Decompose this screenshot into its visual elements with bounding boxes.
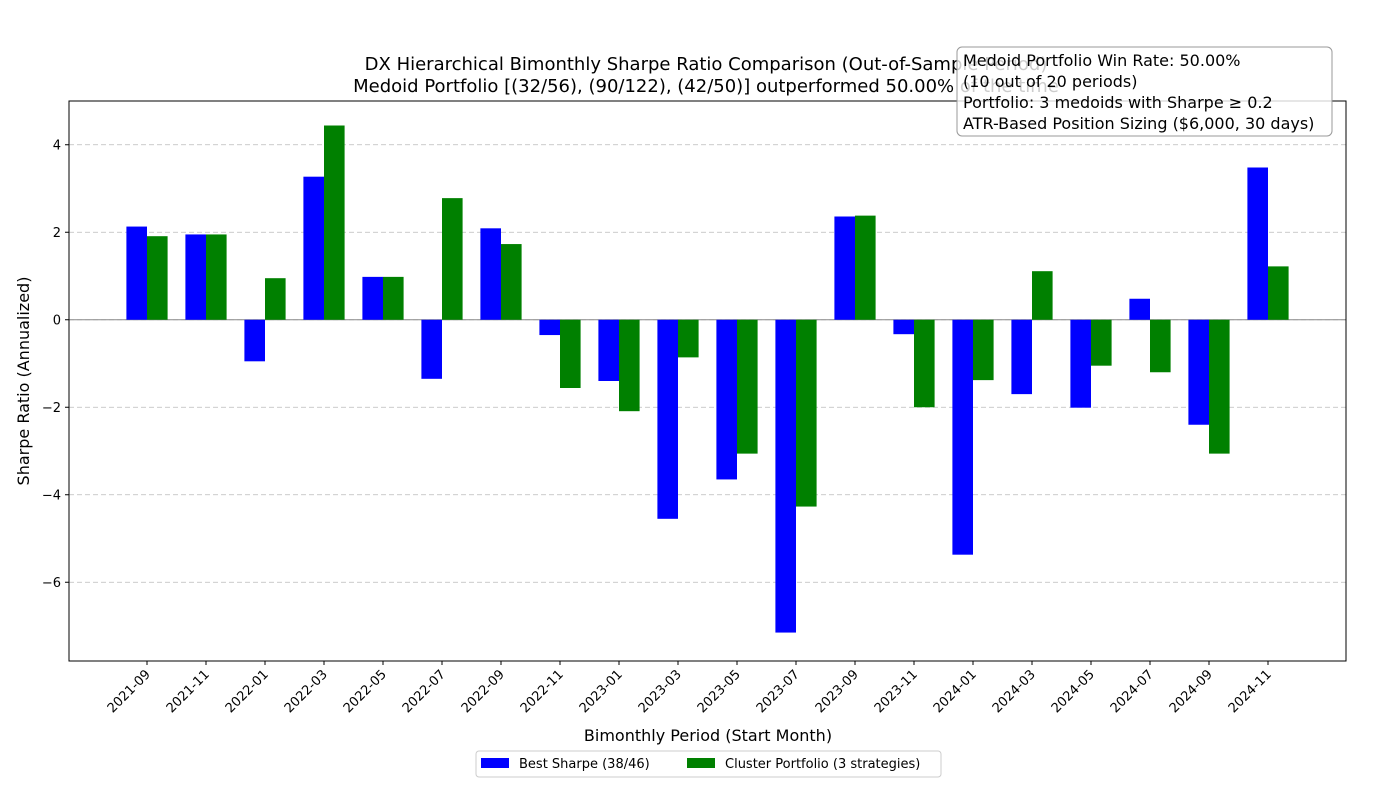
bar-best-sharpe-2024-07 (1129, 298, 1150, 320)
bar-cluster-portfolio-2022-05 (383, 276, 404, 320)
y-tick-label: −2 (42, 401, 61, 416)
bar-cluster-portfolio-2023-11 (914, 319, 935, 408)
bar-best-sharpe-2021-09 (126, 226, 147, 320)
y-tick-label: 2 (53, 226, 61, 241)
x-tick-label: 2024-03 (990, 667, 1039, 716)
bar-best-sharpe-2024-11 (1247, 167, 1268, 320)
x-tick-label: 2021-11 (164, 667, 213, 716)
bar-cluster-portfolio-2022-09 (501, 244, 522, 320)
annotation-line-1: Medoid Portfolio Win Rate: 50.00% (963, 51, 1241, 70)
x-tick-label: 2023-09 (813, 667, 862, 716)
x-tick-label: 2023-05 (695, 667, 744, 716)
x-tick-label: 2022-03 (282, 667, 331, 716)
bar-cluster-portfolio-2021-09 (147, 236, 168, 320)
annotation-line-2: (10 out of 20 periods) (963, 72, 1137, 91)
x-tick-label: 2021-09 (105, 667, 154, 716)
legend-swatch-cluster-portfolio (687, 758, 715, 768)
bar-best-sharpe-2023-09 (834, 216, 855, 320)
bar-best-sharpe-2022-09 (480, 228, 501, 320)
bar-best-sharpe-2022-07 (421, 319, 442, 379)
bar-cluster-portfolio-2024-05 (1091, 319, 1112, 366)
bar-best-sharpe-2022-01 (244, 319, 265, 362)
bar-cluster-portfolio-2023-05 (737, 319, 758, 454)
x-tick-label: 2023-03 (636, 667, 685, 716)
y-tick-label: −4 (42, 488, 61, 503)
chart-title: DX Hierarchical Bimonthly Sharpe Ratio C… (365, 54, 1048, 75)
bar-cluster-portfolio-2023-07 (796, 319, 817, 507)
bar-cluster-portfolio-2024-09 (1209, 319, 1230, 454)
annotation-line-4: ATR-Based Position Sizing ($6,000, 30 da… (963, 114, 1314, 133)
bar-best-sharpe-2021-11 (185, 234, 206, 320)
plot-frame (68, 100, 1347, 662)
bar-best-sharpe-2024-01 (952, 319, 973, 555)
bars (126, 125, 1289, 633)
bar-cluster-portfolio-2024-03 (1032, 271, 1053, 320)
x-tick-label: 2022-07 (400, 667, 449, 716)
bar-best-sharpe-2022-11 (539, 319, 560, 336)
x-tick-label: 2022-11 (518, 667, 567, 716)
x-axis-ticks: 2021-09 2021-11 2022-01 2022-03 2022-05 2022-… (105, 661, 1275, 716)
bar-cluster-portfolio-2024-07 (1150, 319, 1171, 373)
x-tick-label: 2024-09 (1167, 667, 1216, 716)
bar-best-sharpe-2022-03 (303, 176, 324, 320)
bar-cluster-portfolio-2022-07 (442, 198, 463, 320)
bar-best-sharpe-2022-05 (362, 276, 383, 320)
bar-cluster-portfolio-2023-09 (855, 215, 876, 320)
bar-best-sharpe-2023-03 (657, 319, 678, 519)
x-tick-label: 2023-11 (872, 667, 921, 716)
bar-best-sharpe-2023-11 (893, 319, 914, 335)
x-tick-label: 2023-01 (577, 667, 626, 716)
annotation-frame (956, 46, 1333, 137)
x-tick-label: 2022-05 (341, 667, 390, 716)
bar-best-sharpe-2023-07 (775, 319, 796, 633)
x-tick-label: 2024-07 (1108, 667, 1157, 716)
bar-cluster-portfolio-2023-03 (678, 319, 699, 358)
y-tick-label: 0 (53, 313, 61, 328)
x-tick-label: 2023-07 (754, 667, 803, 716)
bar-cluster-portfolio-2024-01 (973, 319, 994, 381)
annotation-line-3: Portfolio: 3 medoids with Sharpe ≥ 0.2 (963, 93, 1273, 112)
bar-cluster-portfolio-2024-11 (1268, 266, 1289, 320)
y-tick-label: −6 (42, 576, 61, 591)
bar-cluster-portfolio-2022-01 (265, 278, 286, 320)
bar-best-sharpe-2024-09 (1188, 319, 1209, 425)
bar-best-sharpe-2023-01 (598, 319, 619, 381)
annotation-box: Medoid Portfolio Win Rate: 50.00% (10 ou… (956, 46, 1333, 137)
x-axis-label: Bimonthly Period (Start Month) (584, 726, 832, 745)
bar-cluster-portfolio-2023-01 (619, 319, 640, 412)
legend-swatch-best-sharpe (481, 758, 509, 768)
legend: Best Sharpe (38/46) Cluster Portfolio (3… (475, 750, 942, 778)
y-axis-label: Sharpe Ratio (Annualized) (14, 277, 33, 486)
y-tick-label: 4 (53, 138, 61, 153)
bar-best-sharpe-2023-05 (716, 319, 737, 480)
x-tick-label: 2024-11 (1226, 667, 1275, 716)
legend-label-cluster-portfolio: Cluster Portfolio (3 strategies) (725, 757, 920, 772)
y-axis-ticks: −6 −4 −2 0 2 4 (42, 138, 69, 591)
x-tick-label: 2024-05 (1049, 667, 1098, 716)
x-tick-label: 2022-01 (223, 667, 272, 716)
bar-best-sharpe-2024-03 (1011, 319, 1032, 395)
x-tick-label: 2022-09 (459, 667, 508, 716)
bar-cluster-portfolio-2022-11 (560, 319, 581, 388)
x-tick-label: 2024-01 (931, 667, 980, 716)
bar-cluster-portfolio-2022-03 (324, 125, 345, 320)
bar-cluster-portfolio-2021-11 (206, 234, 227, 320)
chart-subtitle: Medoid Portfolio [(32/56), (90/122), (42… (353, 76, 1059, 97)
bar-best-sharpe-2024-05 (1070, 319, 1091, 408)
legend-label-best-sharpe: Best Sharpe (38/46) (519, 757, 650, 772)
